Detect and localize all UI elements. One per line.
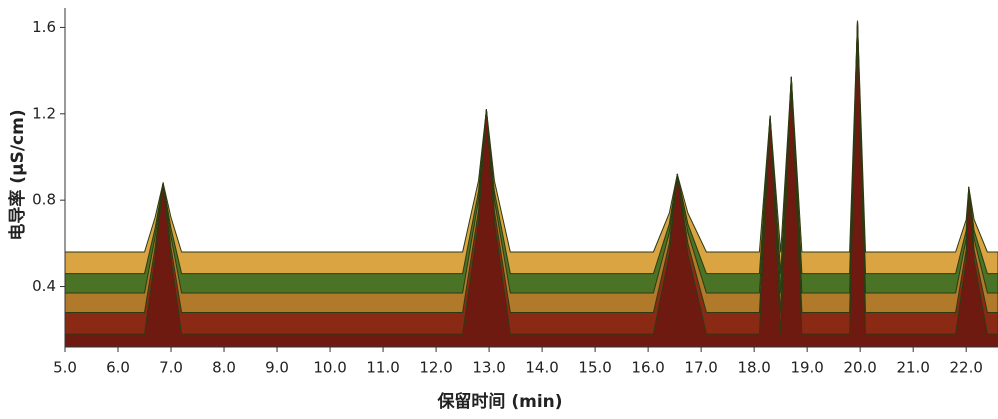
x-tick-label: 6.0 xyxy=(106,359,130,377)
x-tick-label: 11.0 xyxy=(366,359,399,377)
x-tick-label: 19.0 xyxy=(790,359,823,377)
trace xyxy=(64,20,998,348)
x-tick-label: 5.0 xyxy=(53,359,77,377)
x-tick-label: 15.0 xyxy=(578,359,611,377)
y-tick-label: 1.6 xyxy=(32,18,56,36)
x-tick-label: 13.0 xyxy=(472,359,505,377)
x-tick-label: 17.0 xyxy=(684,359,717,377)
y-tick-label: 0.8 xyxy=(32,191,56,209)
x-tick-label: 22.0 xyxy=(949,359,982,377)
x-tick-label: 7.0 xyxy=(159,359,183,377)
x-tick-label: 8.0 xyxy=(212,359,236,377)
x-tick-label: 9.0 xyxy=(265,359,289,377)
x-tick-label: 18.0 xyxy=(737,359,770,377)
y-axis-title: 电导率 (μS/cm) xyxy=(7,109,28,240)
x-tick-label: 12.0 xyxy=(419,359,452,377)
y-tick-label: 1.2 xyxy=(32,104,56,122)
x-tick-label: 16.0 xyxy=(631,359,664,377)
x-tick-label: 10.0 xyxy=(313,359,346,377)
x-tick-label: 20.0 xyxy=(843,359,876,377)
y-tick-label: 0.4 xyxy=(32,277,56,295)
x-tick-label: 14.0 xyxy=(525,359,558,377)
x-axis-title: 保留时间 (min) xyxy=(436,391,562,412)
x-tick-label: 21.0 xyxy=(896,359,929,377)
